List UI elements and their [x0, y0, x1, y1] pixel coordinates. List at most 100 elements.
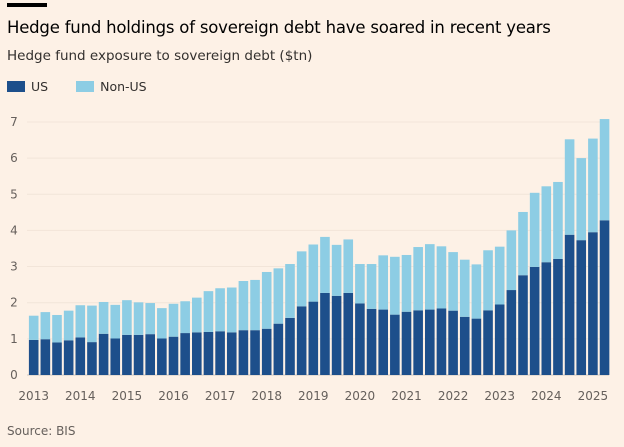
- bar-us-2014Q1: [75, 337, 86, 375]
- y-tick-label: 7: [10, 115, 18, 129]
- bar-us-2023Q1: [494, 304, 505, 375]
- bar-non-us-2019Q2: [320, 236, 330, 293]
- bar-non-us-2020Q2: [366, 264, 377, 309]
- bar-non-us-2025Q1: [588, 138, 598, 233]
- bar-us-2015Q3: [145, 334, 155, 375]
- bar-us-2017Q2: [226, 332, 237, 375]
- bar-us-2024Q2: [553, 258, 563, 375]
- bar-non-us-2025Q2: [599, 119, 610, 221]
- bar-non-us-2015Q3: [145, 303, 155, 335]
- x-tick-label: 2024: [531, 389, 562, 403]
- bar-non-us-2016Q4: [203, 291, 214, 332]
- bar-us-2019Q1: [308, 301, 319, 375]
- bar-non-us-2017Q3: [238, 281, 249, 331]
- x-tick-label: 2021: [391, 389, 422, 403]
- bar-non-us-2014Q1: [75, 305, 86, 338]
- bar-non-us-2024Q1: [541, 186, 552, 263]
- bar-us-2022Q1: [448, 310, 458, 375]
- bar-us-2025Q2: [599, 220, 610, 375]
- bar-us-2021Q4: [436, 308, 447, 375]
- y-tick-label: 3: [10, 260, 18, 274]
- bar-us-2021Q2: [413, 310, 423, 375]
- bar-us-2016Q1: [168, 336, 179, 375]
- chart-subtitle: Hedge fund exposure to sovereign debt ($…: [7, 48, 313, 64]
- bar-non-us-2013Q4: [63, 310, 74, 341]
- bar-non-us-2019Q3: [331, 244, 342, 296]
- bar-us-2015Q2: [133, 334, 144, 375]
- bar-non-us-2016Q2: [180, 301, 190, 334]
- chart-title: Hedge fund holdings of sovereign debt ha…: [7, 18, 551, 37]
- bar-non-us-2015Q2: [133, 302, 144, 335]
- x-tick-label: 2025: [578, 389, 609, 403]
- source-note: Source: BIS: [7, 424, 76, 438]
- bar-non-us-2023Q4: [529, 192, 540, 267]
- x-tick-label: 2020: [345, 389, 376, 403]
- bar-us-2023Q4: [529, 266, 540, 375]
- bar-non-us-2023Q2: [506, 230, 517, 291]
- brand-bar: [7, 3, 47, 7]
- bar-us-2019Q3: [331, 295, 342, 375]
- bar-non-us-2015Q4: [157, 308, 167, 339]
- bar-non-us-2021Q2: [413, 247, 423, 311]
- bar-non-us-2024Q3: [564, 139, 575, 235]
- bar-us-2018Q1: [261, 328, 272, 375]
- bar-us-2018Q2: [273, 323, 284, 375]
- bar-us-2013Q4: [63, 340, 74, 375]
- bar-non-us-2018Q2: [273, 268, 284, 324]
- bar-us-2017Q4: [250, 330, 260, 375]
- legend-item-us: US: [7, 79, 48, 94]
- bar-non-us-2013Q2: [40, 312, 51, 340]
- bar-non-us-2018Q4: [296, 251, 307, 307]
- legend-label-non-us: Non-US: [100, 79, 147, 94]
- bar-non-us-2016Q3: [192, 297, 202, 333]
- bar-non-us-2020Q4: [390, 256, 400, 315]
- bar-us-2020Q3: [378, 309, 388, 375]
- bar-us-2022Q3: [471, 318, 482, 375]
- y-tick-label: 5: [10, 187, 18, 201]
- bar-non-us-2015Q1: [122, 300, 132, 335]
- bar-non-us-2024Q4: [576, 158, 587, 241]
- bar-non-us-2022Q2: [459, 259, 470, 317]
- x-tick-label: 2022: [438, 389, 469, 403]
- bar-us-2021Q1: [401, 311, 412, 375]
- x-tick-label: 2019: [298, 389, 329, 403]
- bar-non-us-2019Q1: [308, 244, 319, 302]
- legend-item-non-us: Non-US: [76, 79, 147, 94]
- bar-us-2017Q1: [215, 331, 225, 375]
- bar-us-2024Q4: [576, 240, 587, 375]
- bar-us-2021Q3: [425, 309, 435, 375]
- bar-non-us-2013Q3: [52, 314, 62, 343]
- bar-us-2016Q3: [192, 332, 202, 375]
- bar-non-us-2018Q1: [261, 271, 272, 329]
- bar-us-2018Q3: [285, 317, 295, 375]
- bar-non-us-2024Q2: [553, 181, 563, 259]
- bar-non-us-2022Q3: [471, 264, 482, 319]
- y-tick-label: 4: [10, 223, 18, 237]
- legend-label-us: US: [31, 79, 49, 94]
- x-tick-label: 2014: [65, 389, 96, 403]
- bar-non-us-2017Q4: [250, 279, 260, 331]
- bar-us-2013Q3: [52, 342, 62, 375]
- bar-non-us-2014Q2: [87, 305, 97, 343]
- bar-non-us-2016Q1: [168, 303, 179, 337]
- bar-non-us-2018Q3: [285, 264, 295, 318]
- bar-non-us-2022Q1: [448, 252, 458, 311]
- bar-us-2024Q1: [541, 262, 552, 375]
- bar-us-2015Q1: [122, 334, 132, 375]
- bar-us-2013Q2: [40, 339, 51, 375]
- bar-us-2015Q4: [157, 338, 167, 375]
- bar-non-us-2013Q1: [28, 315, 39, 340]
- bar-non-us-2023Q1: [494, 246, 505, 305]
- bar-us-2018Q4: [296, 306, 307, 375]
- bar-us-2022Q2: [459, 316, 470, 375]
- x-tick-label: 2015: [112, 389, 143, 403]
- bar-us-2023Q2: [506, 290, 517, 375]
- bar-non-us-2021Q4: [436, 246, 447, 309]
- bar-non-us-2017Q1: [215, 288, 225, 332]
- bar-non-us-2021Q1: [401, 254, 412, 312]
- x-tick-label: 2018: [251, 389, 282, 403]
- bar-non-us-2022Q4: [483, 250, 493, 311]
- bar-non-us-2014Q3: [98, 301, 109, 334]
- x-tick-label: 2016: [158, 389, 189, 403]
